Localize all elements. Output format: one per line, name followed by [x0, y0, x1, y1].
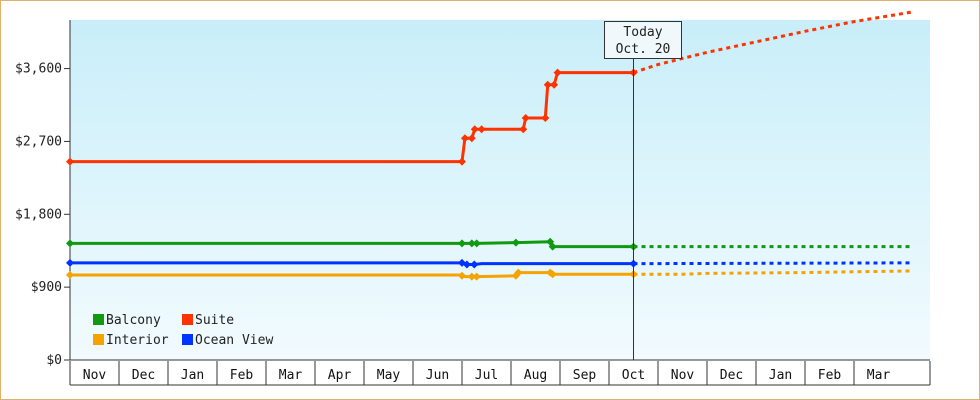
legend-swatch-suite [182, 314, 193, 325]
legend-label-balcony: Balcony [106, 313, 161, 328]
legend-swatch-ocean-view [182, 334, 193, 345]
balcony-point [548, 242, 557, 251]
interior-forecast-line [633, 269, 913, 276]
month-label: Mar [867, 368, 891, 383]
suite-point [550, 80, 559, 89]
month-label: Sep [573, 368, 597, 383]
y-tick-label: $0 [46, 353, 62, 368]
suite-point [519, 125, 528, 134]
legend-label-ocean-view: Ocean View [195, 333, 273, 348]
ocean-view-point [470, 260, 479, 269]
month-label: Mar [279, 368, 303, 383]
suite-point [458, 157, 466, 166]
interior-point [66, 271, 74, 279]
suite-point [470, 125, 479, 134]
legend-label-suite: Suite [195, 313, 234, 328]
suite-point [543, 80, 552, 89]
month-label: Nov [671, 368, 695, 383]
y-tick-label: $900 [31, 280, 62, 295]
month-label: Feb [818, 368, 842, 383]
month-label: Nov [83, 368, 107, 383]
month-label: Dec [132, 368, 155, 383]
legend-swatch-balcony [93, 314, 104, 325]
y-axis: $0 $900 $1,800 $2,700 $3,600 [15, 20, 930, 368]
balcony-point [66, 239, 74, 248]
month-label: Jan [769, 368, 792, 383]
y-tick-label: $3,600 [15, 62, 62, 77]
suite-point [66, 157, 74, 166]
month-label: Apr [328, 368, 352, 383]
x-axis: Nov Dec Jan Feb Mar Apr May Jun Jul Aug Sep Oct Nov D… [69, 361, 931, 386]
ocean-view-point [462, 260, 471, 269]
plot-background [70, 20, 930, 360]
y-tick-label: $1,800 [15, 207, 62, 222]
interior-point [472, 272, 481, 281]
suite-point [553, 68, 562, 77]
legend-label-interior: Interior [106, 333, 169, 348]
month-label: Aug [524, 368, 547, 383]
balcony-point [458, 239, 466, 248]
month-label: Jul [475, 368, 498, 383]
series-lines [66, 10, 914, 281]
y-tick-label: $2,700 [15, 134, 62, 149]
month-label: May [377, 368, 401, 383]
interior-point [548, 270, 557, 279]
interior-point [514, 268, 523, 277]
month-label: Dec [720, 368, 743, 383]
suite-point [467, 134, 476, 143]
ocean-view-point [66, 258, 74, 267]
legend-swatch-interior [93, 334, 104, 345]
legend: Balcony Suite Interior Ocean View [93, 313, 273, 348]
ocean-view-forecast-line [633, 261, 913, 266]
month-label: Jun [426, 368, 449, 383]
suite-point [460, 134, 469, 143]
balcony-point [472, 239, 481, 248]
month-label: Oct [622, 368, 645, 383]
month-label: Feb [230, 368, 254, 383]
today-title: Today [623, 25, 663, 40]
interior-point [467, 272, 476, 281]
suite-point [521, 113, 530, 122]
suite-point [541, 113, 550, 122]
today-date: Oct. 20 [615, 42, 671, 57]
interior-point [458, 271, 466, 280]
today-callout: Today Oct. 20 [604, 21, 682, 59]
month-label: Jan [181, 368, 204, 383]
balcony-point [467, 239, 476, 248]
balcony-point [511, 238, 520, 247]
ocean-view-history-line [70, 261, 634, 266]
suite-point [477, 125, 486, 134]
suite-forecast-line [633, 10, 914, 75]
